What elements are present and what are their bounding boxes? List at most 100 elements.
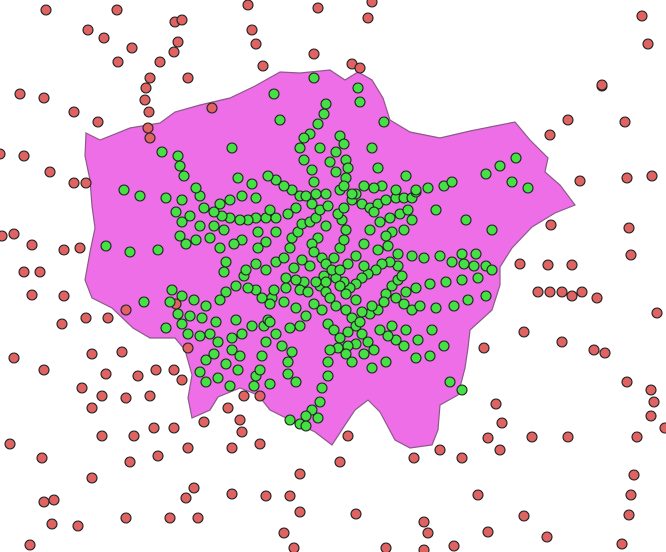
inside-point-marker (398, 298, 410, 310)
inside-point-marker (250, 258, 262, 270)
inside-point-marker (234, 214, 246, 226)
inside-point-marker (236, 328, 248, 340)
inside-point-marker (194, 330, 206, 342)
inside-point-marker (318, 108, 330, 120)
inside-point-marker (334, 332, 346, 344)
inside-point-marker (194, 220, 206, 232)
outside-point-marker (120, 392, 132, 404)
inside-point-marker (322, 200, 334, 212)
inside-point-marker (392, 248, 404, 260)
outside-point-marker (496, 417, 508, 429)
inside-point-marker (334, 280, 346, 292)
inside-point-marker (232, 172, 244, 184)
outside-point-marker (278, 527, 290, 539)
outside-point-marker (192, 512, 204, 524)
outside-point-marker (574, 175, 586, 187)
outside-point-marker (494, 444, 506, 456)
inside-point-marker (234, 350, 246, 362)
inside-point-marker (246, 178, 258, 190)
outside-point-marker (366, 0, 378, 8)
inside-point-marker (226, 142, 238, 154)
inside-point-marker (414, 300, 426, 312)
inside-point-marker (254, 364, 266, 376)
inside-point-marker (252, 226, 264, 238)
inside-point-marker (166, 284, 178, 296)
inside-point-marker (368, 344, 380, 356)
inside-point-marker (304, 260, 316, 272)
inside-point-marker (300, 310, 312, 322)
inside-point-marker (340, 224, 352, 236)
inside-point-marker (372, 162, 384, 174)
outside-point-marker (636, 10, 648, 22)
inside-point-marker (440, 276, 452, 288)
outside-point-marker (68, 177, 80, 189)
inside-point-marker (156, 146, 168, 158)
inside-point-marker (338, 138, 350, 150)
inside-point-marker (340, 288, 352, 300)
inside-point-marker (382, 330, 394, 342)
outside-point-marker (518, 510, 530, 522)
inside-point-marker (372, 244, 384, 256)
inside-point-marker (208, 348, 220, 360)
inside-point-marker (396, 270, 408, 282)
inside-point-marker (506, 176, 518, 188)
inside-point-marker (200, 354, 212, 366)
outside-point-marker (544, 286, 556, 298)
inside-point-marker (346, 188, 358, 200)
outside-point-marker (646, 170, 658, 182)
inside-point-marker (282, 356, 294, 368)
inside-point-marker (296, 254, 308, 266)
outside-point-marker (180, 492, 192, 504)
inside-point-marker (220, 256, 232, 268)
outside-point-marker (96, 430, 108, 442)
inside-point-marker (322, 356, 334, 368)
outside-point-marker (350, 508, 362, 520)
outside-point-marker (58, 290, 70, 302)
outside-point-marker (628, 469, 640, 481)
outside-point-marker (120, 512, 132, 524)
outside-point-marker (150, 364, 162, 376)
inside-point-marker (208, 220, 220, 232)
inside-point-marker (246, 320, 258, 332)
inside-point-marker (240, 264, 252, 276)
inside-point-marker (410, 282, 422, 294)
inside-point-marker (430, 302, 442, 314)
inside-point-marker (354, 316, 366, 328)
inside-point-marker (274, 114, 286, 126)
inside-point-marker (358, 348, 370, 360)
outside-point-marker (588, 344, 600, 356)
inside-point-marker (380, 230, 392, 242)
inside-point-marker (284, 242, 296, 254)
inside-point-marker (494, 160, 506, 172)
inside-point-marker (300, 420, 312, 432)
inside-point-marker (456, 274, 468, 286)
inside-point-marker (380, 356, 392, 368)
outside-point-marker (56, 318, 68, 330)
outside-point-marker (86, 472, 98, 484)
outside-point-marker (152, 450, 164, 462)
outside-point-marker (418, 544, 430, 552)
outside-point-marker (544, 129, 556, 141)
inside-point-marker (214, 242, 226, 254)
outside-point-marker (198, 416, 210, 428)
inside-point-marker (264, 378, 276, 390)
inside-point-marker (220, 358, 232, 370)
inside-point-marker (242, 282, 254, 294)
outside-point-marker (234, 414, 246, 426)
inside-point-marker (338, 234, 350, 246)
inside-point-marker (400, 286, 412, 298)
outside-point-marker (0, 148, 6, 160)
outside-point-marker (168, 46, 180, 58)
inside-point-marker (306, 164, 318, 176)
inside-point-marker (470, 248, 482, 260)
inside-point-marker (314, 142, 326, 154)
inside-point-marker (358, 238, 370, 250)
inside-point-marker (384, 212, 396, 224)
inside-point-marker (188, 294, 200, 306)
outside-point-marker (541, 531, 553, 543)
outside-point-marker (86, 348, 98, 360)
outside-point-marker (422, 527, 434, 539)
inside-point-marker (180, 238, 192, 250)
inside-point-marker (226, 344, 238, 356)
outside-point-marker (599, 347, 611, 359)
